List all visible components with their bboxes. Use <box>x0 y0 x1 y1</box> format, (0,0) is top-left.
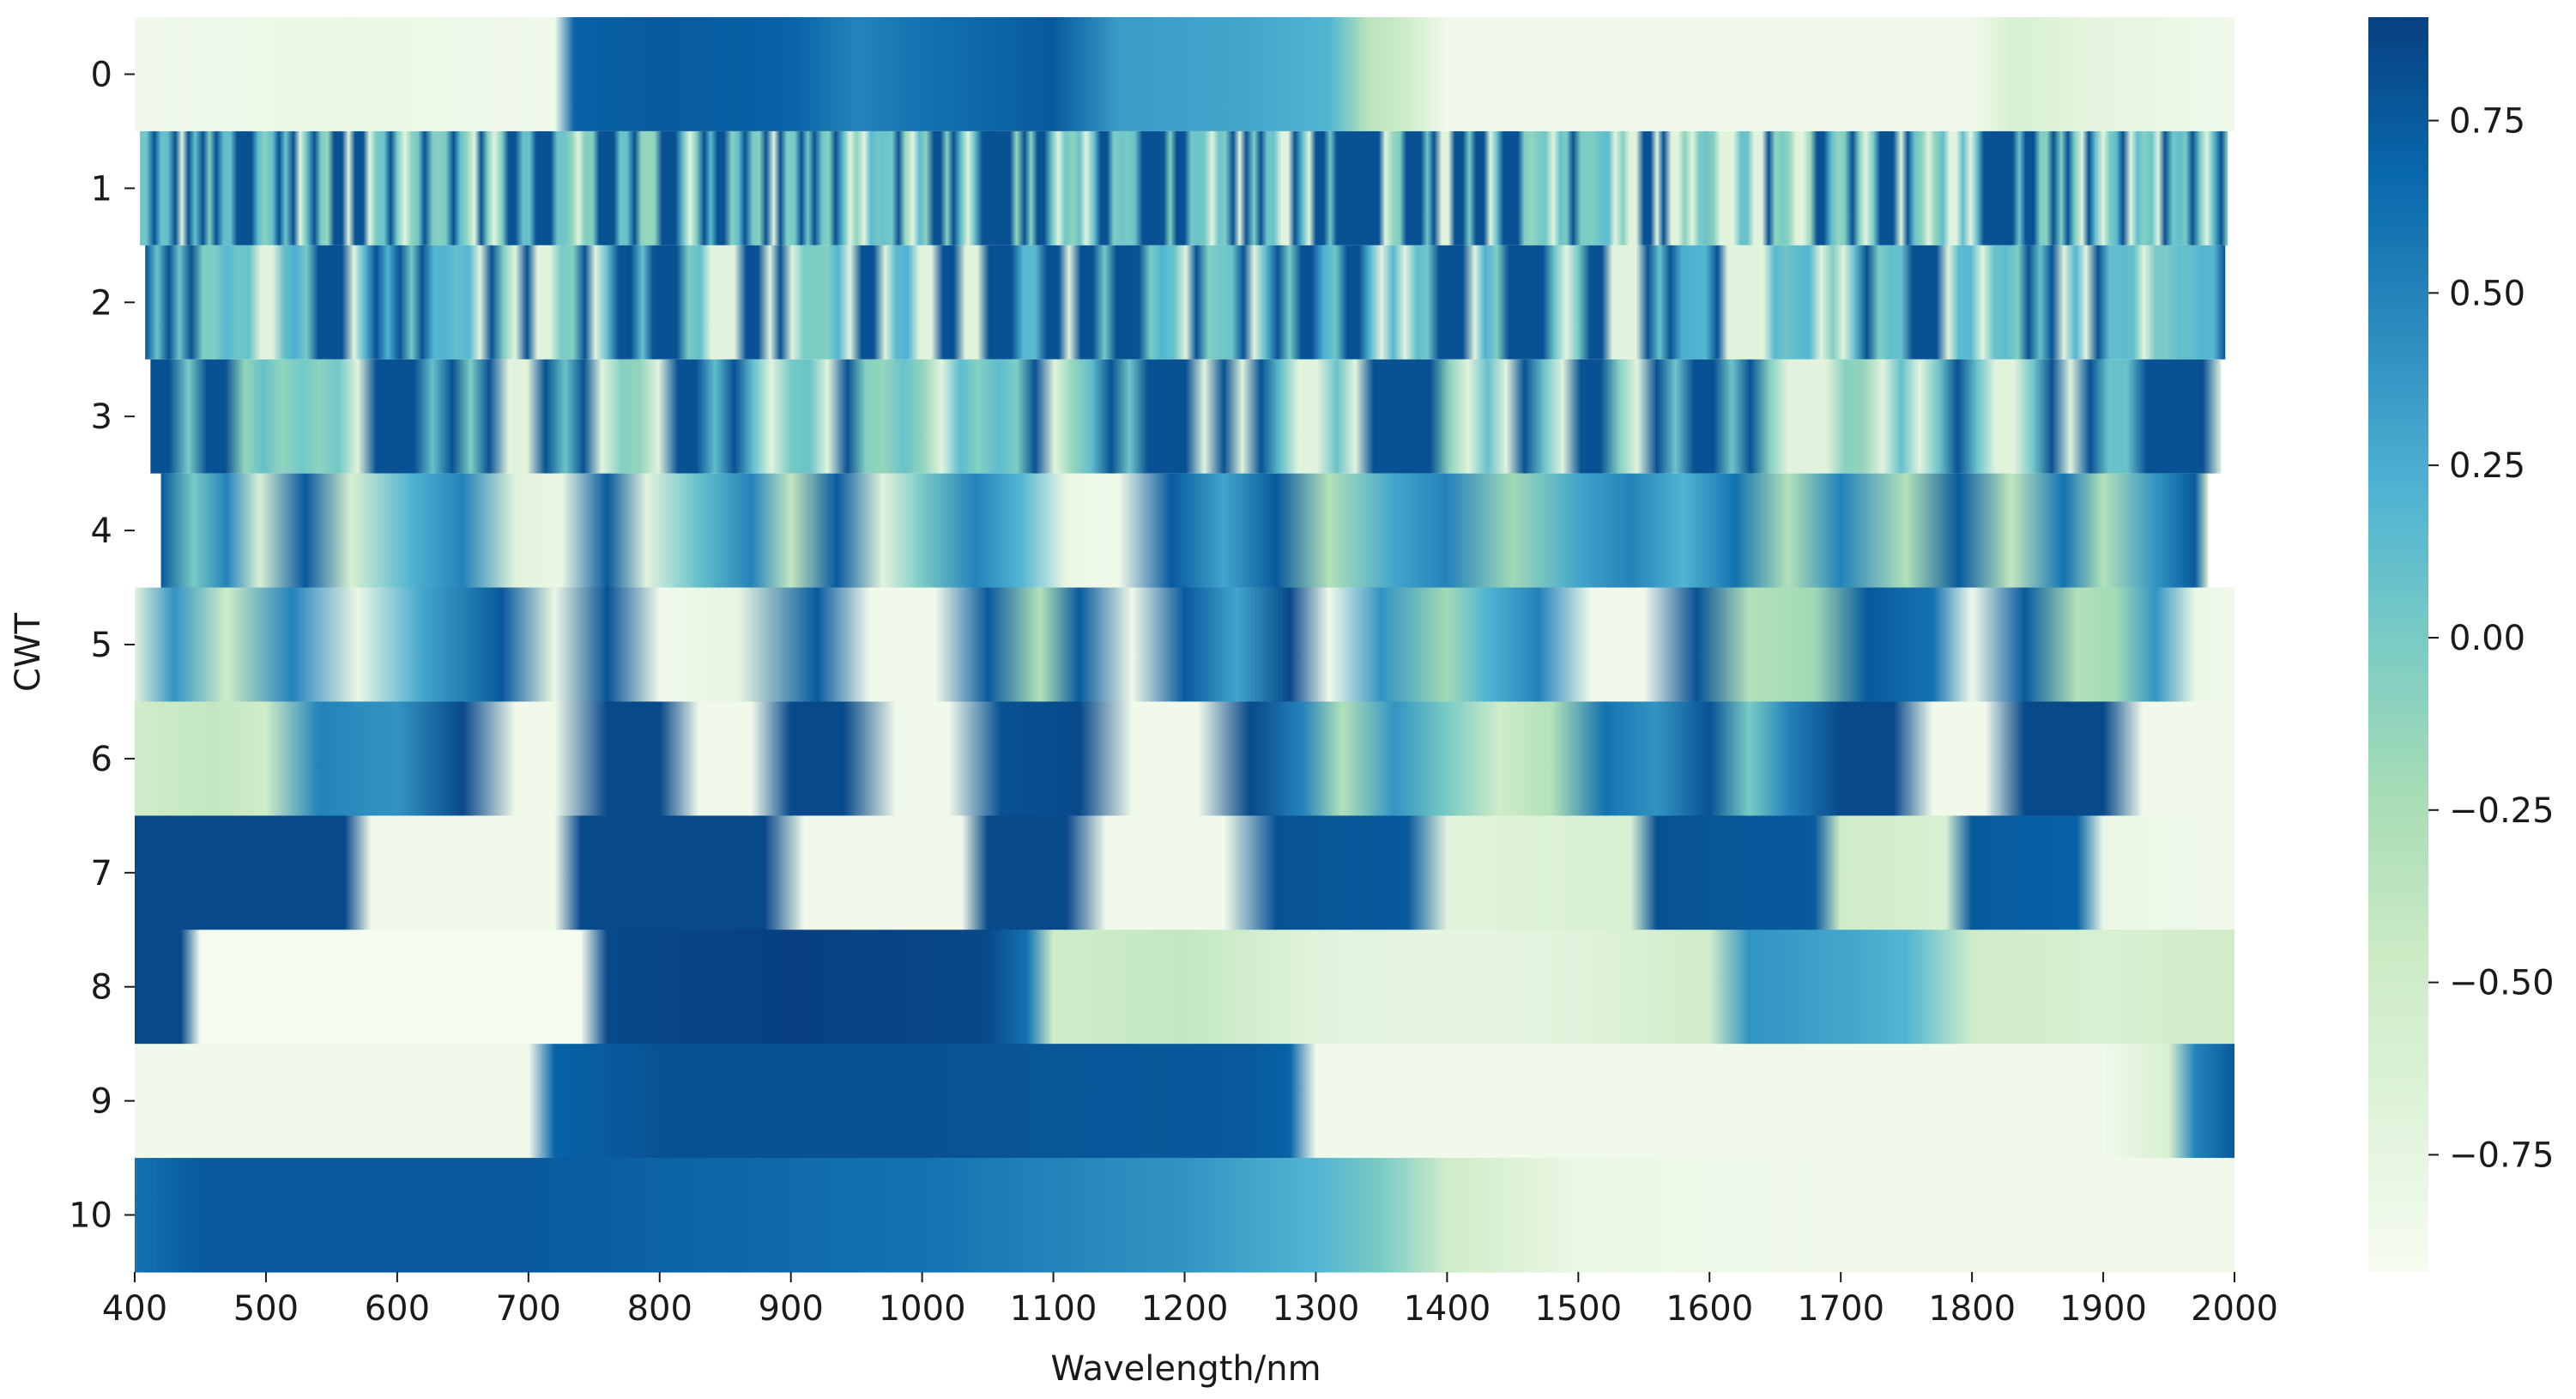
heatmap-row-9 <box>135 1044 2234 1159</box>
x-tick-label: 1600 <box>1666 1289 1753 1329</box>
heatmap-row-6 <box>135 701 2234 816</box>
y-tick-label: 9 <box>91 1082 112 1122</box>
y-tick-label: 2 <box>91 283 112 323</box>
heatmap-rows <box>135 17 2234 1273</box>
colorbar-tick-label: 0.00 <box>2449 619 2525 658</box>
x-tick-label: 1100 <box>1010 1289 1098 1329</box>
y-axis-label: CWT <box>9 612 48 691</box>
y-axis-ticks: 0 1 2 3 4 5 6 7 8 9 10 <box>69 55 135 1236</box>
x-tick-label: 1900 <box>2059 1289 2147 1329</box>
x-tick-label: 800 <box>627 1289 692 1329</box>
x-tick-label: 1400 <box>1403 1289 1491 1329</box>
x-tick-label: 1700 <box>1797 1289 1884 1329</box>
heatmap-row-5 <box>135 587 2234 703</box>
y-tick-label: 5 <box>91 626 112 665</box>
x-tick-label: 900 <box>759 1289 824 1329</box>
y-tick-label: 4 <box>91 512 112 551</box>
heatmap-row-1 <box>140 130 2228 246</box>
x-tick-label: 1800 <box>1928 1289 2016 1329</box>
x-tick-label: 2000 <box>2191 1289 2278 1329</box>
colorbar-tick-label: −0.75 <box>2449 1136 2555 1175</box>
heatmap-row-8 <box>135 930 2234 1045</box>
colorbar-tick-label: −0.50 <box>2449 964 2555 1003</box>
colorbar-tick-label: −0.25 <box>2449 791 2555 831</box>
colorbar-tick-label: 0.50 <box>2449 274 2525 313</box>
heatmap-row-2 <box>145 245 2226 360</box>
y-tick-label: 6 <box>91 740 112 779</box>
x-tick-label: 600 <box>365 1289 430 1329</box>
heatmap-row-7 <box>135 815 2234 930</box>
y-tick-label: 10 <box>69 1196 112 1236</box>
colorbar-tick-label: 0.75 <box>2449 101 2525 141</box>
colorbar-tick-label: 0.25 <box>2449 446 2525 486</box>
y-tick-label: 0 <box>91 55 112 94</box>
y-tick-label: 1 <box>91 169 112 209</box>
heatmap-row-4 <box>160 473 2209 589</box>
x-tick-label: 500 <box>233 1289 299 1329</box>
x-tick-label: 400 <box>102 1289 167 1329</box>
x-tick-label: 1000 <box>879 1289 966 1329</box>
y-tick-label: 7 <box>91 854 112 893</box>
x-tick-label: 1500 <box>1534 1289 1622 1329</box>
colorbar-ticks: −0.75 −0.50 −0.25 0.00 0.25 0.50 0.75 <box>2428 101 2555 1175</box>
y-tick-label: 3 <box>91 397 112 437</box>
heatmap-row-10 <box>135 1158 2234 1273</box>
x-axis-ticks: 400 500 600 700 800 900 1000 1100 1200 1300 1400 15… <box>102 1272 2278 1329</box>
x-tick-label: 700 <box>496 1289 561 1329</box>
heatmap-row-3 <box>150 359 2222 475</box>
colorbar <box>2368 17 2428 1272</box>
x-tick-label: 1200 <box>1141 1289 1229 1329</box>
x-tick-label: 1300 <box>1273 1289 1360 1329</box>
heatmap-row-0 <box>135 17 2234 132</box>
x-axis-label: Wavelength/nm <box>1050 1349 1321 1389</box>
y-tick-label: 8 <box>91 968 112 1008</box>
